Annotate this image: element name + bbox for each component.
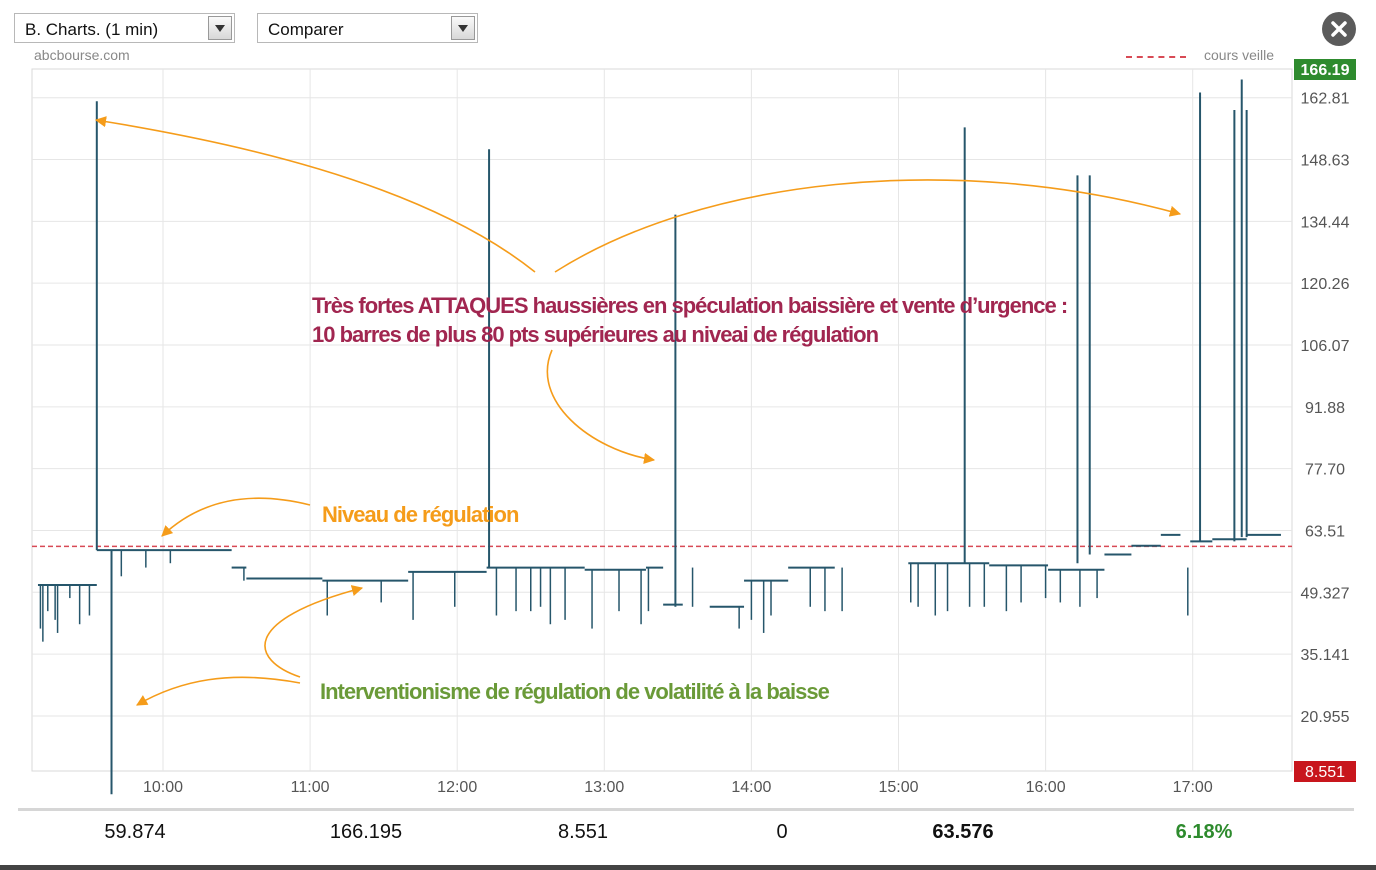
bottom-divider	[0, 865, 1376, 870]
stats-bar: 59.874 166.195 8.551 0 63.576 6.18%	[18, 808, 1354, 851]
stat-change: 6.18%	[1175, 821, 1233, 843]
y-tick-label: 162.81	[1301, 91, 1350, 108]
legend-reference-swatch	[1126, 56, 1186, 58]
stat-last: 63.576	[932, 821, 994, 843]
y-tick-label: 49.327	[1301, 585, 1350, 602]
min-value-badge	[1294, 761, 1356, 782]
x-tick-label: 14:00	[731, 779, 771, 796]
x-tick-label: 17:00	[1173, 779, 1213, 796]
price-series	[37, 79, 1281, 795]
stat-high: 166.195	[329, 821, 403, 843]
y-tick-label: 106.07	[1301, 338, 1350, 355]
chevron-down-icon[interactable]	[451, 16, 475, 40]
plot-area	[31, 68, 1293, 772]
annotation-arrow	[554, 179, 1182, 273]
stat-low: 8.551	[557, 821, 609, 843]
period-select-label: B. Charts. (1 min)	[25, 20, 159, 39]
x-tick-label: 11:00	[291, 779, 330, 796]
grid	[32, 69, 1292, 771]
y-tick-label: 77.70	[1305, 462, 1345, 479]
annotation-attacks-line1: Très fortes ATTAQUES haussières en spécu…	[312, 293, 1067, 318]
min-value-label: 8.551	[1305, 764, 1345, 781]
x-tick-label: 15:00	[878, 779, 918, 796]
stat-previous-close: 59.874	[104, 821, 166, 843]
max-value-badge	[1294, 59, 1356, 80]
y-tick-label: 134.44	[1301, 214, 1350, 231]
y-axis-labels: 162.81 148.63 134.44 120.26 106.07 91.88 77.70…	[1301, 91, 1350, 726]
annotation-arrow	[161, 497, 311, 537]
x-tick-label: 13:00	[584, 779, 624, 796]
annotation-regulation-level: Niveau de régulation	[322, 502, 519, 527]
y-tick-label: 148.63	[1301, 153, 1350, 170]
compare-select[interactable]: Comparer	[257, 13, 478, 43]
close-icon	[1331, 21, 1347, 37]
max-value-label: 166.19	[1301, 62, 1350, 79]
annotation-arrow	[546, 349, 656, 464]
annotation-arrow	[94, 116, 536, 273]
annotation-arrow	[136, 676, 301, 706]
stat-volume: 0	[776, 821, 788, 843]
close-button[interactable]	[1322, 12, 1356, 46]
legend-reference-label: cours veille	[1204, 47, 1275, 63]
y-tick-label: 35.141	[1301, 647, 1350, 664]
annotation-attacks-line2: 10 barres de plus 80 pts supérieures au …	[312, 322, 879, 347]
y-tick-label: 20.955	[1301, 709, 1350, 726]
y-tick-label: 63.51	[1305, 523, 1345, 540]
compare-select-label: Comparer	[268, 20, 344, 39]
annotation-arrow	[264, 585, 364, 678]
chevron-down-icon[interactable]	[208, 16, 232, 40]
y-tick-label: 91.88	[1305, 400, 1345, 417]
x-tick-label: 16:00	[1026, 779, 1066, 796]
x-axis-labels: 10:00 11:00 12:00 13:00 14:00 15:00 16:00 17:00	[143, 779, 1213, 796]
x-tick-label: 10:00	[143, 779, 183, 796]
period-select[interactable]: B. Charts. (1 min)	[14, 13, 235, 43]
x-tick-label: 12:00	[437, 779, 477, 796]
chart-source: abcbourse.com	[34, 47, 130, 63]
annotation-volatility-intervention: Interventionisme de régulation de volati…	[320, 679, 830, 704]
intraday-chart: 162.81 148.63 134.44 120.26 106.07 91.88 77.70…	[31, 59, 1356, 796]
y-tick-label: 120.26	[1301, 276, 1350, 293]
